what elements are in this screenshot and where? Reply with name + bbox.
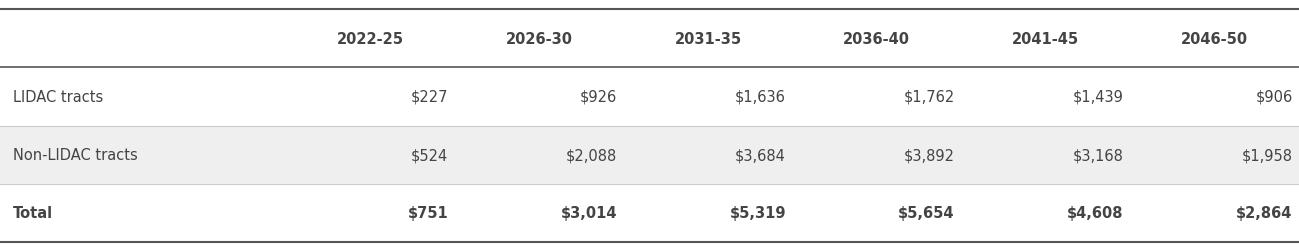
Text: $5,654: $5,654 [899,205,955,220]
Text: $3,168: $3,168 [1073,147,1124,163]
Text: 2022-25: 2022-25 [336,32,404,47]
Text: 2026-30: 2026-30 [505,32,573,47]
Text: $1,762: $1,762 [904,89,955,105]
Text: $926: $926 [579,89,617,105]
Text: $5,319: $5,319 [730,205,786,220]
Text: $906: $906 [1255,89,1293,105]
Text: $2,088: $2,088 [566,147,617,163]
Text: $1,439: $1,439 [1073,89,1124,105]
Bar [0,126,1299,184]
Text: $227: $227 [410,89,448,105]
Text: $524: $524 [410,147,448,163]
Text: $1,636: $1,636 [735,89,786,105]
Text: Total: Total [13,205,53,220]
Text: 2031-35: 2031-35 [674,32,742,47]
Text: $3,684: $3,684 [735,147,786,163]
Text: Non-LIDAC tracts: Non-LIDAC tracts [13,147,138,163]
Text: 2046-50: 2046-50 [1181,32,1248,47]
Text: $751: $751 [408,205,448,220]
Text: $1,958: $1,958 [1242,147,1293,163]
Text: $2,864: $2,864 [1237,205,1293,220]
Text: 2041-45: 2041-45 [1012,32,1079,47]
Text: LIDAC tracts: LIDAC tracts [13,89,103,105]
Text: $4,608: $4,608 [1068,205,1124,220]
Text: 2036-40: 2036-40 [843,32,911,47]
Text: $3,892: $3,892 [904,147,955,163]
Text: $3,014: $3,014 [561,205,617,220]
